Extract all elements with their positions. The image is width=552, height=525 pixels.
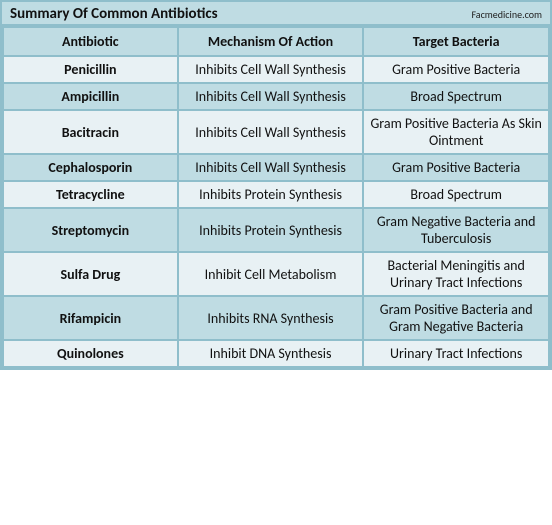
cell-target: Gram Positive Bacteria As Skin Ointment xyxy=(363,110,549,154)
col-header-antibiotic: Antibiotic xyxy=(3,27,178,56)
antibiotics-table-container: Summary Of Common Antibiotics Facmedicin… xyxy=(0,0,552,370)
cell-mechanism: Inhibits RNA Synthesis xyxy=(178,296,364,340)
table-title-row: Summary Of Common Antibiotics Facmedicin… xyxy=(2,2,550,26)
cell-antibiotic: Sulfa Drug xyxy=(3,252,178,296)
table-row: Penicillin Inhibits Cell Wall Synthesis … xyxy=(3,56,549,83)
cell-antibiotic: Rifampicin xyxy=(3,296,178,340)
cell-mechanism: Inhibit Cell Metabolism xyxy=(178,252,364,296)
cell-mechanism: Inhibits Cell Wall Synthesis xyxy=(178,56,364,83)
table-header-row: Antibiotic Mechanism Of Action Target Ba… xyxy=(3,27,549,56)
cell-antibiotic: Streptomycin xyxy=(3,208,178,252)
cell-antibiotic: Ampicillin xyxy=(3,83,178,110)
cell-target: Bacterial Meningitis and Urinary Tract I… xyxy=(363,252,549,296)
antibiotics-table: Antibiotic Mechanism Of Action Target Ba… xyxy=(2,26,550,368)
cell-target: Gram Positive Bacteria xyxy=(363,154,549,181)
cell-antibiotic: Cephalosporin xyxy=(3,154,178,181)
col-header-target: Target Bacteria xyxy=(363,27,549,56)
cell-mechanism: Inhibits Cell Wall Synthesis xyxy=(178,154,364,181)
cell-antibiotic: Penicillin xyxy=(3,56,178,83)
cell-mechanism: Inhibits Protein Synthesis xyxy=(178,181,364,208)
cell-mechanism: Inhibits Cell Wall Synthesis xyxy=(178,83,364,110)
table-row: Rifampicin Inhibits RNA Synthesis Gram P… xyxy=(3,296,549,340)
cell-target: Urinary Tract Infections xyxy=(363,340,549,367)
cell-mechanism: Inhibits Protein Synthesis xyxy=(178,208,364,252)
col-header-mechanism: Mechanism Of Action xyxy=(178,27,364,56)
cell-antibiotic: Bacitracin xyxy=(3,110,178,154)
cell-target: Gram Positive Bacteria and Gram Negative… xyxy=(363,296,549,340)
table-body: Penicillin Inhibits Cell Wall Synthesis … xyxy=(3,56,549,367)
table-row: Tetracycline Inhibits Protein Synthesis … xyxy=(3,181,549,208)
cell-antibiotic: Tetracycline xyxy=(3,181,178,208)
cell-antibiotic: Quinolones xyxy=(3,340,178,367)
cell-mechanism: Inhibit DNA Synthesis xyxy=(178,340,364,367)
source-label: Facmedicine.com xyxy=(471,8,542,21)
cell-target: Broad Spectrum xyxy=(363,83,549,110)
table-title: Summary Of Common Antibiotics xyxy=(10,5,218,23)
table-row: Cephalosporin Inhibits Cell Wall Synthes… xyxy=(3,154,549,181)
table-row: Sulfa Drug Inhibit Cell Metabolism Bacte… xyxy=(3,252,549,296)
cell-target: Gram Negative Bacteria and Tuberculosis xyxy=(363,208,549,252)
table-row: Ampicillin Inhibits Cell Wall Synthesis … xyxy=(3,83,549,110)
table-row: Quinolones Inhibit DNA Synthesis Urinary… xyxy=(3,340,549,367)
table-row: Bacitracin Inhibits Cell Wall Synthesis … xyxy=(3,110,549,154)
table-row: Streptomycin Inhibits Protein Synthesis … xyxy=(3,208,549,252)
cell-mechanism: Inhibits Cell Wall Synthesis xyxy=(178,110,364,154)
cell-target: Broad Spectrum xyxy=(363,181,549,208)
cell-target: Gram Positive Bacteria xyxy=(363,56,549,83)
